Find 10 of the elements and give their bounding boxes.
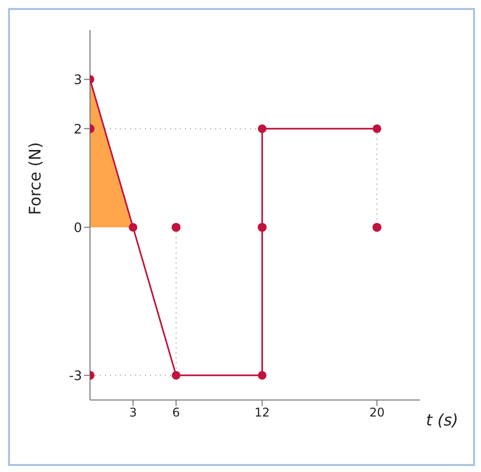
y-tick-label: -3: [69, 368, 82, 384]
x-tick-label: 3: [129, 406, 137, 420]
y-tick-label: 3: [74, 72, 82, 88]
x-tick-label: 12: [254, 406, 270, 420]
x-axis-title: t (s): [426, 410, 458, 430]
x-tick-label: 20: [369, 406, 385, 420]
y-tick-label: 2: [74, 122, 82, 138]
x-tick-label: 6: [172, 406, 180, 420]
y-axis-title: Force (N): [26, 142, 45, 215]
y-tick-label: 0: [74, 220, 82, 236]
